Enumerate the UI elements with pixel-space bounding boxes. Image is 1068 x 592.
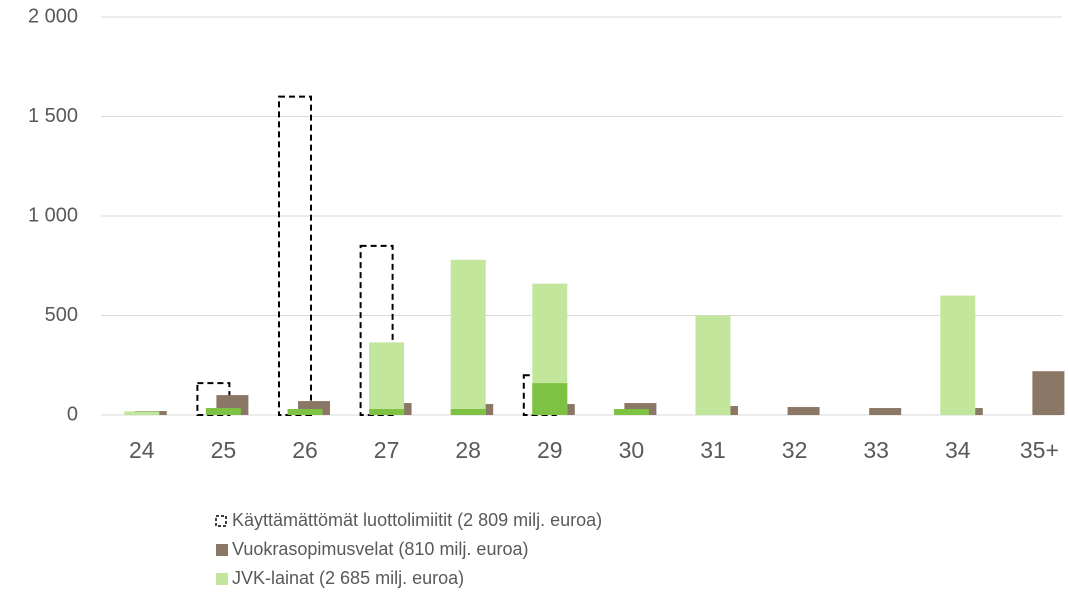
- bar: [278, 95, 312, 416]
- bar: [205, 408, 241, 415]
- legend-swatch: [216, 573, 228, 585]
- x-tick-label: 26: [292, 437, 318, 463]
- bar: [940, 295, 976, 415]
- y-tick-label: 1 000: [28, 204, 78, 226]
- y-tick-label: 500: [45, 304, 78, 326]
- x-tick-label: 32: [782, 437, 808, 463]
- bar: [369, 409, 405, 415]
- legend-label: JVK-lainat (2 685 milj. euroa): [232, 568, 464, 588]
- x-tick-label: 28: [455, 437, 481, 463]
- bar: [532, 383, 568, 415]
- x-tick-label: 29: [537, 437, 563, 463]
- bar: [695, 315, 731, 415]
- x-tick-label: 25: [211, 437, 237, 463]
- x-tick-label: 30: [619, 437, 645, 463]
- legend-swatch: [216, 544, 228, 556]
- bar: [124, 411, 160, 415]
- legend-label: Käyttämättömät luottolimiitit (2 809 mil…: [232, 510, 602, 530]
- x-tick-label: 35+: [1020, 437, 1059, 463]
- bar: [196, 382, 231, 417]
- bar: [869, 408, 902, 415]
- legend-label: Vuokrasopimusvelat (810 milj. euroa): [232, 539, 528, 559]
- bar: [369, 342, 405, 415]
- bar: [287, 409, 323, 415]
- x-tick-label: 27: [374, 437, 400, 463]
- y-tick-label: 1 500: [28, 105, 78, 127]
- bar: [450, 259, 486, 415]
- bar: [359, 244, 394, 416]
- x-tick-label: 33: [863, 437, 889, 463]
- bar: [613, 409, 649, 415]
- x-tick-label: 24: [129, 437, 155, 463]
- bar: [450, 409, 486, 415]
- bar: [787, 407, 820, 415]
- legend-swatch: [215, 515, 227, 527]
- y-tick-label: 2 000: [28, 5, 78, 27]
- x-tick-label: 31: [700, 437, 726, 463]
- y-tick-label: 0: [67, 403, 78, 425]
- bar: [1032, 371, 1065, 415]
- x-tick-label: 34: [945, 437, 971, 463]
